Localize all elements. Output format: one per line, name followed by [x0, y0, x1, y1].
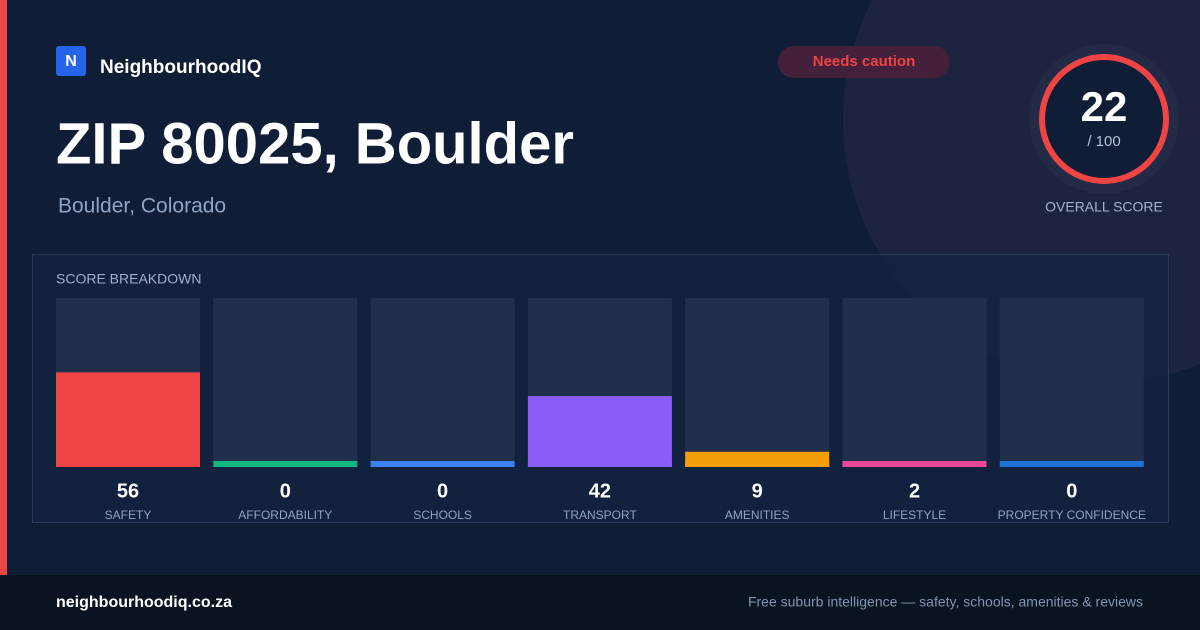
- value-label: 2: [909, 480, 920, 502]
- category-label: PROPERTY CONFIDENCE: [998, 508, 1146, 522]
- bar-track: [842, 298, 987, 467]
- bar: [842, 463, 987, 467]
- score-ring: [1039, 54, 1169, 184]
- category-label: LIFESTYLE: [883, 508, 946, 522]
- score-max: / 100: [1087, 133, 1120, 150]
- brand-name: NeighbourhoodIQ: [100, 57, 261, 78]
- logo-letter: N: [65, 53, 77, 70]
- subtitle: Boulder, Colorado: [58, 195, 226, 218]
- value-label: 0: [1066, 480, 1077, 502]
- badge: [778, 46, 950, 78]
- accent-stripe: [0, 0, 7, 575]
- chart-title: SCORE BREAKDOWN: [56, 271, 201, 287]
- value-label: 9: [752, 480, 763, 502]
- value-label: 56: [117, 480, 139, 502]
- category-label: TRANSPORT: [563, 508, 637, 522]
- logo: [56, 46, 86, 76]
- page-title: ZIP 80025, Boulder: [56, 111, 574, 176]
- value-label: 0: [437, 480, 448, 502]
- badge-text: Needs caution: [813, 53, 916, 70]
- bar-track: [999, 298, 1144, 467]
- bar-baseline: [370, 461, 515, 467]
- bar: [685, 451, 830, 467]
- category-label: SAFETY: [105, 508, 152, 522]
- bar-track: [370, 298, 515, 467]
- bar: [56, 372, 200, 467]
- score-label: OVERALL SCORE: [1045, 199, 1163, 215]
- category-label: AMENITIES: [725, 508, 790, 522]
- bar: [527, 396, 672, 467]
- bar-baseline: [213, 461, 358, 467]
- footer-site: neighbourhoodiq.co.za: [56, 594, 232, 611]
- category-label: AFFORDABILITY: [238, 508, 332, 522]
- score-value: 22: [1081, 83, 1128, 130]
- footer-tagline: Free suburb intelligence — safety, schoo…: [748, 594, 1143, 610]
- bar-track: [213, 298, 358, 467]
- bar-track: [685, 298, 830, 467]
- bar-baseline: [999, 461, 1144, 467]
- footer: [0, 575, 1200, 630]
- category-label: SCHOOLS: [413, 508, 472, 522]
- value-label: 42: [589, 480, 611, 502]
- value-label: 0: [280, 480, 291, 502]
